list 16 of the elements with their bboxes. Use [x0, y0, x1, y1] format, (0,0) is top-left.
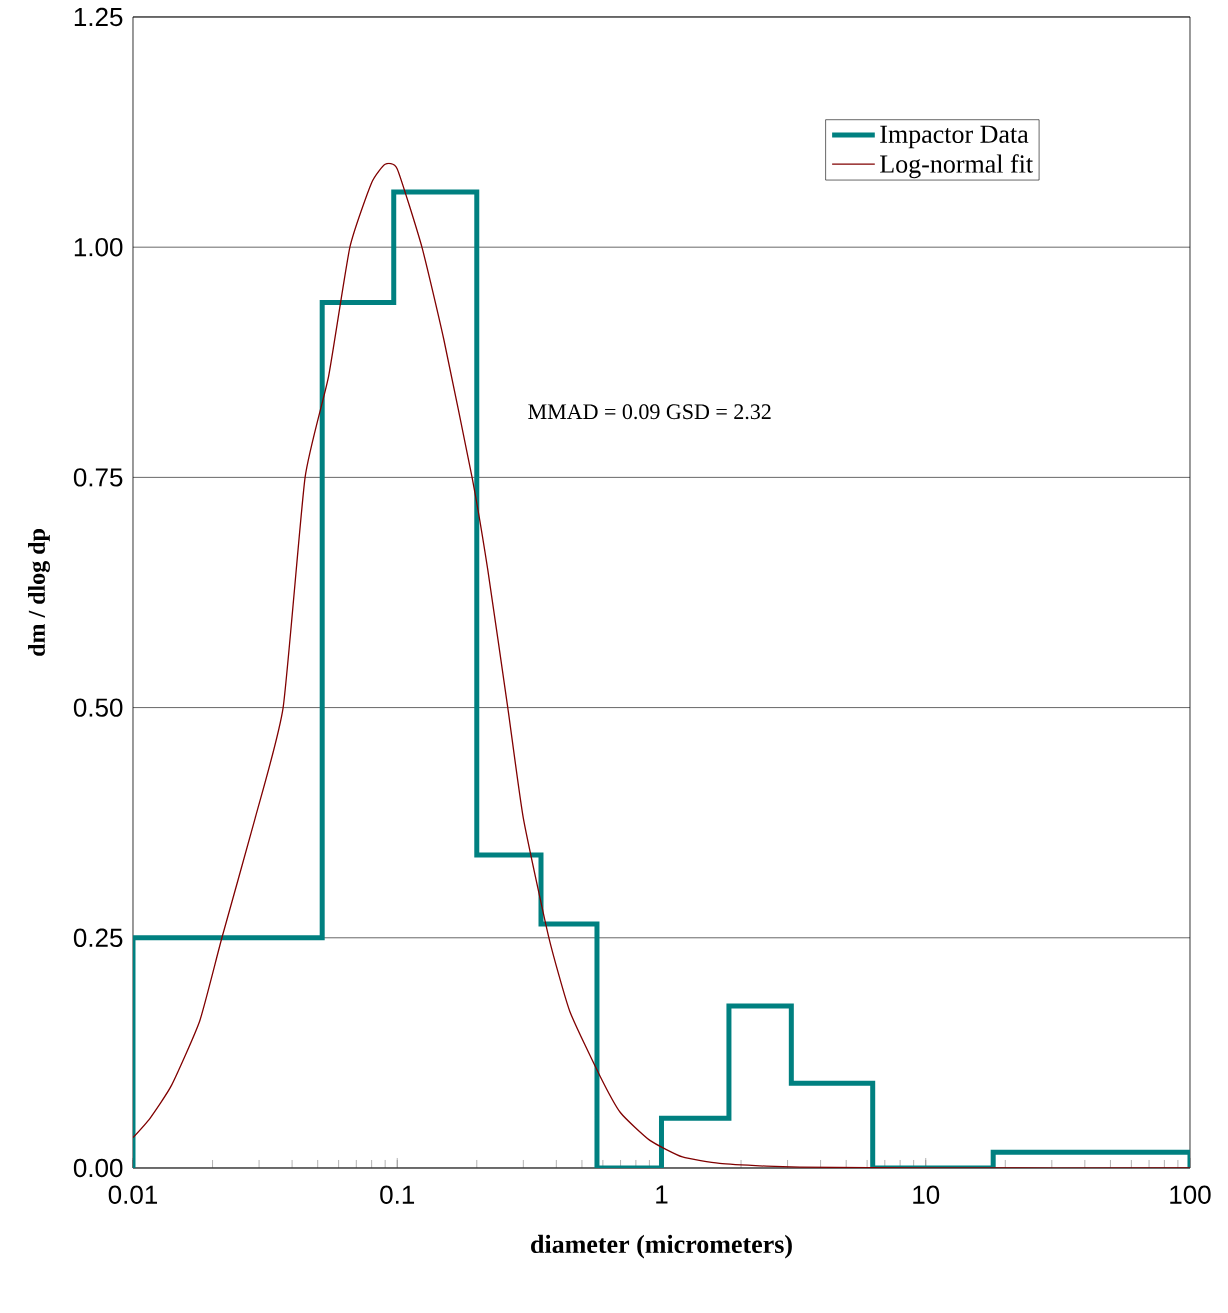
y-tick-label: 1.25 — [74, 7, 123, 27]
y-tick-label: 0.75 — [73, 468, 123, 487]
x-tick-label: 1 — [656, 1185, 668, 1204]
annotation: MMAD = 0.09 GSD = 2.32 — [528, 404, 771, 420]
y-tick-label: 0.50 — [73, 698, 123, 717]
y-tick-label: 1.00 — [74, 237, 123, 257]
y-tick-label: 0.00 — [73, 1158, 123, 1178]
x-axis-title: diameter (micrometers) — [531, 1234, 792, 1259]
x-tick-label: 100 — [1170, 1185, 1211, 1204]
x-tick-label: 10 — [913, 1185, 940, 1204]
y-axis-title: dm / dlog dp — [28, 529, 50, 656]
legend-label: Log-normal fit — [880, 154, 1033, 179]
legend-label: Impactor Data — [880, 125, 1029, 149]
x-tick-label: 0.01 — [108, 1185, 158, 1204]
y-tick-label: 0.25 — [73, 928, 123, 947]
x-tick-label: 0.1 — [380, 1185, 415, 1204]
